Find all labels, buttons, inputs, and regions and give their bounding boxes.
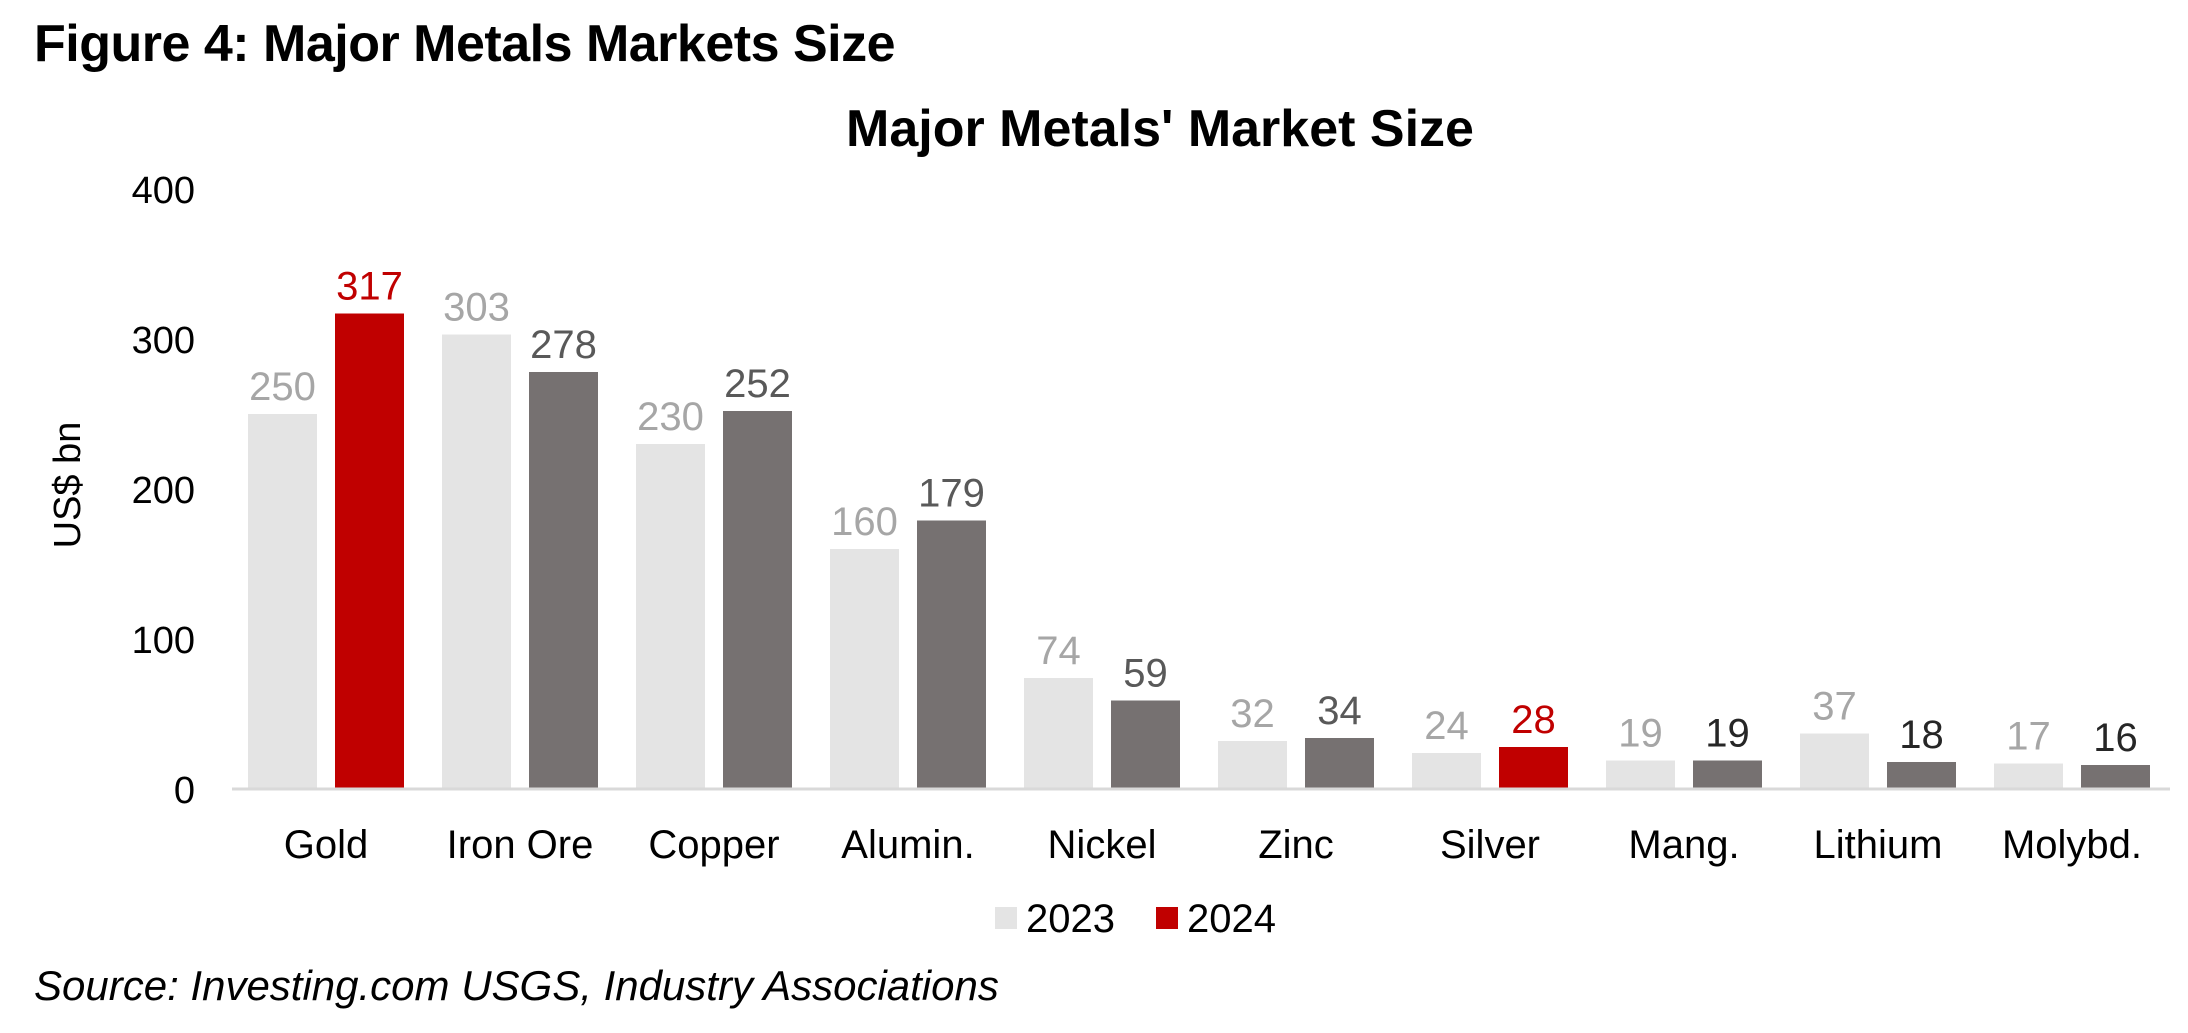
bar-2024-molybd: [2081, 765, 2150, 789]
y-axis-title: US$ bn: [47, 422, 89, 549]
legend-swatch-2024: [1156, 907, 1178, 929]
x-tick-label: Nickel: [1048, 823, 1157, 867]
value-label-2023: 250: [249, 365, 316, 409]
x-tick-label: Copper: [648, 823, 779, 867]
figure-title: Figure 4: Major Metals Markets Size: [34, 15, 896, 73]
x-tick-label: Gold: [284, 823, 369, 867]
bar-2024-iron-ore: [529, 372, 598, 789]
bar-2023-alumin: [830, 549, 899, 789]
bar-2024-zinc: [1305, 738, 1374, 789]
bar-2023-gold: [248, 414, 317, 789]
x-tick-label: Iron Ore: [447, 823, 594, 867]
bar-2024-gold: [335, 313, 404, 789]
x-tick-label: Silver: [1440, 823, 1540, 867]
value-label-2024: 278: [530, 323, 597, 367]
value-label-2024: 179: [918, 472, 985, 516]
y-tick-label: 200: [132, 470, 195, 512]
value-label-2024: 317: [336, 265, 403, 309]
value-label-2023: 230: [637, 395, 704, 439]
legend-label-2023: 2023: [1026, 897, 1115, 941]
legend-swatch-2023: [995, 907, 1017, 929]
x-axis-labels: Gold Iron Ore Copper Alumin. Nickel Zinc Silve…: [284, 823, 2142, 867]
value-label-2024: 28: [1511, 698, 1556, 742]
bars: [248, 313, 2150, 789]
bar-2023-lithium: [1800, 733, 1869, 789]
value-label-2023: 19: [1618, 712, 1663, 756]
bar-2024-mang: [1693, 760, 1762, 789]
value-label-2024: 16: [2093, 716, 2138, 760]
legend: 2023 2024: [995, 897, 1276, 941]
value-label-2023: 37: [1812, 685, 1857, 729]
y-tick-label: 0: [174, 770, 195, 812]
chart-title: Major Metals' Market Size: [846, 100, 1474, 158]
bar-2024-copper: [723, 411, 792, 789]
x-tick-label: Mang.: [1628, 823, 1739, 867]
bar-2023-iron-ore: [442, 334, 511, 789]
value-label-2023: 303: [443, 286, 510, 330]
value-label-2023: 17: [2006, 715, 2051, 759]
value-label-2023: 74: [1036, 629, 1081, 673]
x-tick-label: Zinc: [1258, 823, 1334, 867]
value-label-2024: 59: [1123, 652, 1168, 696]
value-label-2024: 18: [1899, 713, 1944, 757]
x-tick-label: Molybd.: [2002, 823, 2142, 867]
y-tick-label: 400: [132, 170, 195, 212]
bar-2023-mang: [1606, 760, 1675, 789]
y-axis-ticks: 0 100 200 300 400: [132, 170, 195, 812]
x-tick-label: Alumin.: [841, 823, 974, 867]
bar-2024-lithium: [1887, 762, 1956, 789]
x-tick-label: Lithium: [1814, 823, 1943, 867]
bar-2024-alumin: [917, 520, 986, 789]
value-label-2024: 252: [724, 362, 791, 406]
value-label-2023: 24: [1424, 704, 1469, 748]
value-label-2023: 32: [1230, 692, 1275, 736]
value-label-2024: 34: [1317, 689, 1362, 733]
source-note: Source: Investing.com USGS, Industry Ass…: [34, 962, 999, 1009]
bar-2023-copper: [636, 444, 705, 789]
bar-2023-nickel: [1024, 678, 1093, 789]
legend-label-2024: 2024: [1187, 897, 1276, 941]
bar-2023-silver: [1412, 753, 1481, 789]
value-label-2024: 19: [1705, 712, 1750, 756]
value-label-2023: 160: [831, 500, 898, 544]
bar-2023-zinc: [1218, 741, 1287, 789]
bar-2024-silver: [1499, 747, 1568, 789]
bar-2024-nickel: [1111, 700, 1180, 789]
y-tick-label: 100: [132, 620, 195, 662]
y-tick-label: 300: [132, 320, 195, 362]
value-labels: 250 317 303 278 230 252 160 179 74 59 32 34 24 28 19 19…: [249, 265, 2138, 761]
bar-2023-molybd: [1994, 763, 2063, 789]
